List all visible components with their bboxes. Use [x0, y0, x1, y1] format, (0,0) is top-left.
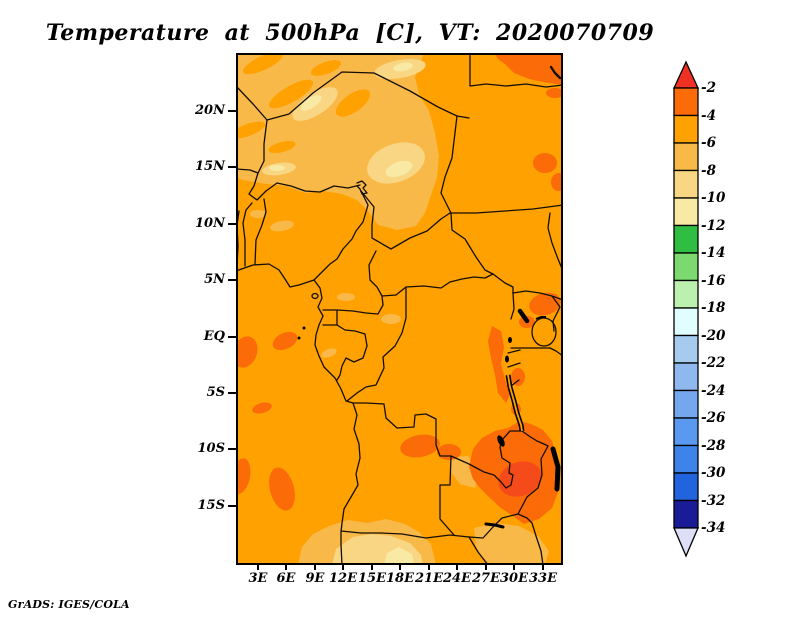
y-axis-tick: [228, 110, 236, 112]
x-axis-tick: [542, 565, 544, 570]
x-axis-label: 3E: [248, 571, 268, 586]
y-axis-tick: [228, 505, 236, 507]
colorbar-scale: [672, 60, 700, 558]
x-axis-label: 18E: [386, 571, 414, 586]
colorbar-tick-label: -8: [701, 162, 716, 179]
x-axis-tick: [456, 565, 458, 570]
colorbar-tick-label: -28: [701, 437, 726, 454]
y-axis-label: EQ: [203, 329, 225, 344]
x-axis-label: 30E: [500, 571, 528, 586]
x-axis-label: 6E: [276, 571, 296, 586]
y-axis-label: 10S: [197, 441, 225, 456]
colorbar-tick-label: -14: [701, 245, 726, 261]
colorbar-tick-label: -4: [701, 107, 716, 124]
x-axis-tick: [285, 565, 287, 570]
y-axis-label: 10N: [195, 216, 225, 231]
temperature-map: [236, 53, 563, 565]
colorbar-tick-label: -12: [701, 217, 726, 234]
page-title: Temperature at 500hPa [C], VT: 202007070…: [45, 20, 655, 46]
map-frame: [236, 53, 563, 565]
x-axis-label: 15E: [358, 571, 386, 586]
coastline-and-borders: [236, 53, 563, 565]
y-axis-label: 15S: [197, 498, 225, 513]
colorbar-tick-label: -2: [701, 80, 716, 96]
colorbar-tick-label: -20: [701, 327, 726, 344]
x-axis-tick: [513, 565, 515, 570]
colorbar-tick-label: -16: [701, 272, 726, 289]
colorbar-under-arrow: [673, 527, 699, 558]
colorbar-tick-label: -6: [701, 135, 716, 151]
x-axis-tick: [257, 565, 259, 570]
y-axis-tick: [228, 448, 236, 450]
y-axis-tick: [228, 166, 236, 168]
colorbar-over-arrow: [672, 60, 700, 89]
y-axis-tick: [228, 392, 236, 394]
x-axis-tick: [485, 565, 487, 570]
y-axis-label: 20N: [195, 103, 225, 118]
y-axis-tick: [228, 279, 236, 281]
colorbar-tick-label: -32: [701, 492, 726, 509]
x-axis-label: 24E: [443, 571, 471, 586]
y-axis-label: 5N: [204, 272, 225, 287]
colorbar-tick-label: -18: [701, 300, 726, 316]
colorbar-tick-label: -34: [701, 520, 726, 536]
x-axis-tick: [371, 565, 373, 570]
x-axis-label: 12E: [329, 571, 357, 586]
x-axis-label: 9E: [305, 571, 325, 586]
lakes: [297, 308, 561, 529]
temperature-shading: [236, 53, 563, 565]
y-axis-tick: [228, 336, 236, 338]
colorbar-tick-label: -26: [701, 410, 726, 426]
x-axis-tick: [342, 565, 344, 570]
x-axis-tick: [314, 565, 316, 570]
colorbar: -2 -4 -6 -8 -10 -12 -14 -16 -18 -20 -22 …: [670, 60, 725, 562]
y-axis-label: 15N: [195, 159, 225, 174]
colorbar-tick-label: -24: [701, 382, 726, 399]
y-axis-label: 5S: [206, 385, 225, 400]
y-axis-tick: [228, 223, 236, 225]
x-axis-tick: [399, 565, 401, 570]
map-canvas: [236, 53, 563, 565]
colorbar-tick-label: -30: [701, 465, 726, 481]
colorbar-tick-label: -22: [701, 355, 726, 371]
x-axis-label: 27E: [472, 571, 500, 586]
x-axis-label: 33E: [529, 571, 557, 586]
colorbar-tick-label: -10: [701, 190, 726, 206]
grads-attribution: GrADS: IGES/COLA: [8, 598, 130, 611]
x-axis-tick: [428, 565, 430, 570]
x-axis-label: 21E: [415, 571, 443, 586]
